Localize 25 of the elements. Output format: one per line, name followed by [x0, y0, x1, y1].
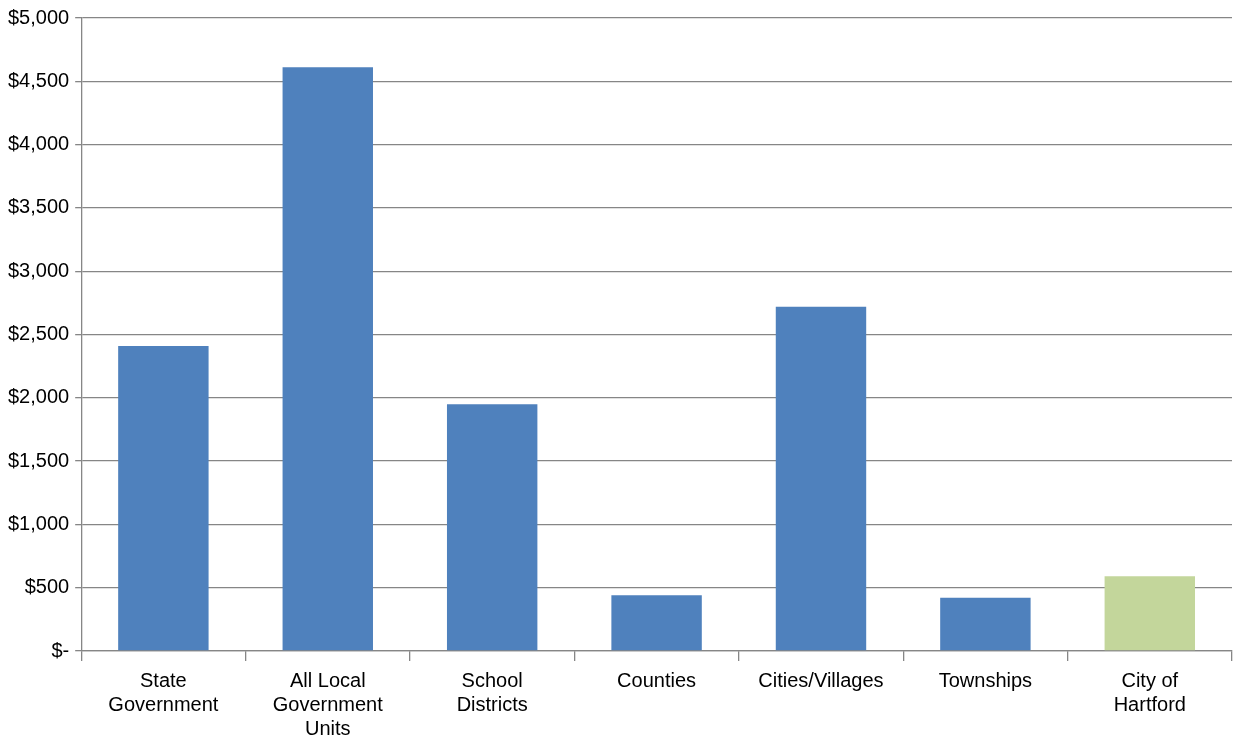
bar — [775, 306, 867, 651]
y-tick-label: $5,000 — [8, 5, 70, 28]
y-tick-label: $500 — [24, 575, 70, 598]
x-tick-label: Counties — [617, 668, 697, 691]
bar — [118, 345, 209, 651]
y-tick-label: $1,000 — [8, 511, 70, 534]
y-tick-label: $1,500 — [8, 448, 70, 471]
bar — [446, 404, 538, 651]
bar — [611, 595, 702, 651]
y-tick-label: $3,000 — [8, 258, 70, 281]
x-tick-label: All Local Government Units — [272, 668, 384, 739]
y-tick-label: $2,000 — [8, 385, 70, 408]
bar — [282, 67, 373, 651]
x-tick-label: City of Hartford — [1113, 668, 1186, 715]
x-tick-label: State Government — [108, 668, 219, 715]
x-tick-label: Townships — [938, 668, 1033, 691]
y-tick-label: $4,000 — [8, 132, 70, 155]
bar — [1104, 576, 1196, 651]
y-tick-label: $4,500 — [8, 68, 70, 91]
y-tick-label: $2,500 — [8, 322, 70, 345]
y-tick-label: $3,500 — [8, 195, 70, 218]
bar — [940, 597, 1031, 651]
x-tick-label: School Districts — [456, 668, 528, 715]
y-tick-label: $- — [51, 638, 70, 661]
x-tick-label: Cities/Villages — [758, 668, 884, 691]
